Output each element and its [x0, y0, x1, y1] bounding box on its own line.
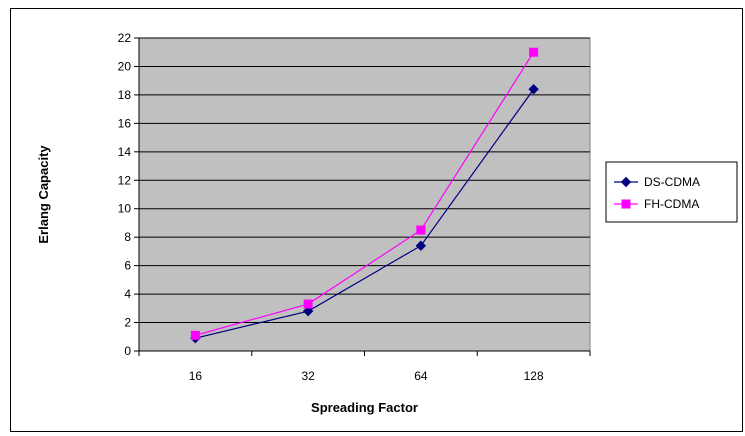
data-point	[415, 240, 427, 251]
data-point	[302, 305, 314, 317]
legend-label: DS-CDMA	[644, 175, 700, 189]
data-point	[303, 299, 313, 309]
y-tick-label: 4	[124, 287, 131, 301]
data-point	[529, 47, 539, 57]
x-tick-label: 32	[301, 369, 315, 383]
y-tick-label: 10	[118, 202, 132, 216]
x-tick-label: 16	[189, 369, 203, 383]
x-tick-label: 128	[524, 369, 544, 383]
x-axis: 16 32 64 128	[138, 350, 591, 383]
y-tick-label: 20	[118, 59, 132, 73]
legend-marker	[620, 176, 632, 188]
y-tick-label: 22	[118, 31, 132, 45]
x-axis-title: Spreading Factor	[311, 400, 418, 415]
legend-marker	[621, 199, 631, 209]
y-tick-label: 12	[118, 173, 132, 187]
data-point	[528, 84, 539, 95]
plot-area	[138, 37, 591, 352]
y-tick-label: 0	[124, 344, 131, 358]
x-tick-label: 64	[414, 369, 428, 383]
legend-label: FH-CDMA	[644, 197, 699, 211]
legend-entry: FH-CDMA	[614, 197, 699, 211]
data-point	[190, 330, 200, 340]
series-line	[195, 51, 535, 336]
y-axis-title: Erlang Capacity	[36, 145, 51, 244]
legend-box	[605, 161, 738, 223]
series-layer	[190, 47, 539, 344]
y-tick-label: 18	[118, 88, 132, 102]
y-tick-label: 16	[118, 116, 132, 130]
legend: DS-CDMA FH-CDMA	[605, 161, 738, 223]
y-axis: 0 2 4 6 8 10 12 14 16 18 20 22	[118, 31, 140, 358]
series-fh-cdma	[190, 47, 539, 340]
y-tick-label: 2	[124, 316, 131, 330]
series-line	[195, 88, 535, 339]
plot-background	[138, 37, 591, 352]
data-point	[416, 225, 426, 235]
y-tick-label: 14	[118, 145, 132, 159]
y-tick-label: 6	[124, 259, 131, 273]
y-tick-label: 8	[124, 230, 131, 244]
legend-entry: DS-CDMA	[614, 175, 700, 189]
